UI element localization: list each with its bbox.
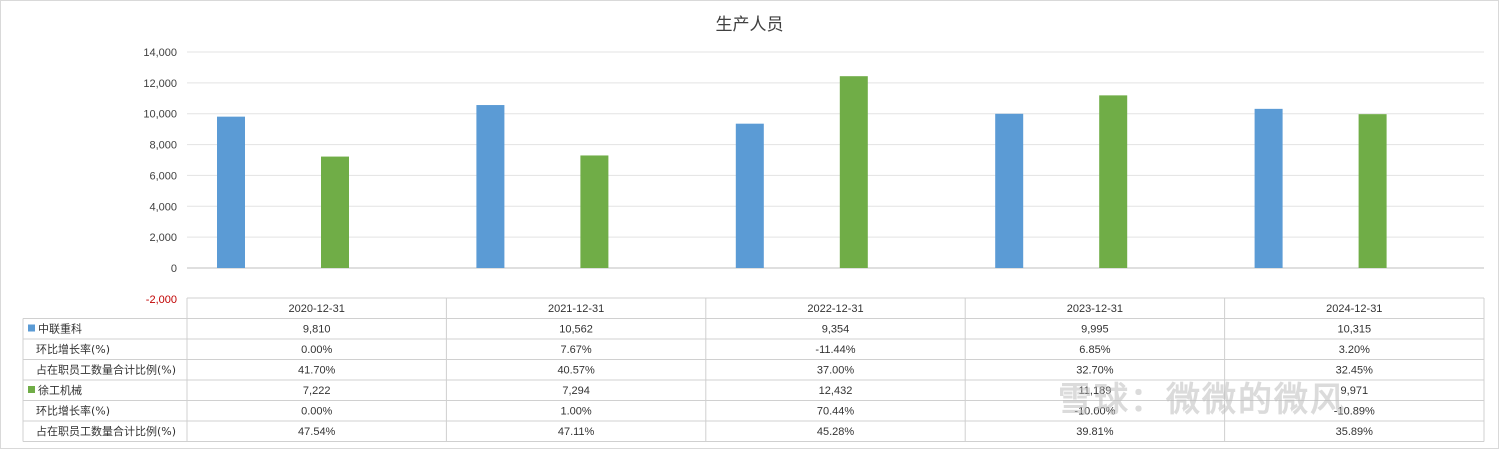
data-label: 10,315 (1337, 324, 1371, 336)
data-label: 9,971 (1341, 385, 1369, 397)
data-label: 7,222 (303, 385, 331, 397)
table-cell: 32.45% (1336, 365, 1374, 377)
y-tick-label: -2,000 (146, 294, 177, 306)
data-label: 12,432 (819, 385, 853, 397)
bar-series2-1 (580, 155, 609, 268)
bar-series1-3 (995, 113, 1024, 268)
row-label: 占在职员工数量合计比例(%) (36, 424, 176, 438)
series-name: 中联重科 (38, 322, 82, 336)
table-cell: 7.67% (560, 344, 591, 356)
row-label: 占在职员工数量合计比例(%) (36, 363, 176, 377)
table-cell: 35.89% (1336, 426, 1374, 438)
table-cell: 40.57% (557, 365, 595, 377)
bar-series1-1 (476, 105, 505, 268)
y-tick-label: 14,000 (143, 47, 177, 59)
table-cell: 0.00% (301, 344, 332, 356)
data-label: 9,810 (303, 324, 331, 336)
table-cell: -10.89% (1334, 406, 1375, 418)
y-tick-label: 4,000 (149, 201, 177, 213)
table-cell: 70.44% (817, 406, 855, 418)
y-tick-label: 12,000 (143, 78, 177, 90)
row-label: 环比增长率(%) (36, 342, 110, 356)
table-cell: 3.20% (1339, 344, 1370, 356)
row-label: 环比增长率(%) (36, 404, 110, 418)
table-cell: 37.00% (817, 365, 855, 377)
table-cell: 45.28% (817, 426, 855, 438)
x-category-label: 2020-12-31 (289, 303, 345, 315)
table-cell: 1.00% (560, 406, 591, 418)
data-label: 9,354 (822, 324, 850, 336)
table-cell: 6.85% (1079, 344, 1110, 356)
x-category-label: 2024-12-31 (1326, 303, 1382, 315)
y-tick-label: 8,000 (149, 140, 177, 152)
bar-series2-3 (1099, 95, 1128, 268)
data-label: 9,995 (1081, 324, 1109, 336)
data-label: 10,562 (559, 324, 593, 336)
table-cell: -10.00% (1074, 406, 1115, 418)
y-tick-label: 0 (171, 263, 177, 275)
legend-swatch (28, 386, 35, 393)
y-tick-label: 2,000 (149, 232, 177, 244)
table-cell: 32.70% (1076, 365, 1114, 377)
data-label: 11,189 (1078, 385, 1111, 397)
watermark: 雪球：微微的微风 (1058, 380, 1346, 420)
chart-title: 生产人员 (715, 15, 784, 35)
x-category-label: 2023-12-31 (1067, 303, 1123, 315)
bar-series2-0 (321, 156, 349, 268)
table-cell: 0.00% (301, 406, 332, 418)
x-category-label: 2021-12-31 (548, 303, 604, 315)
bar-series1-4 (1254, 108, 1283, 269)
series-name: 徐工机械 (38, 383, 82, 397)
table-cell: 47.54% (298, 426, 336, 438)
legend-swatch (28, 324, 35, 332)
bar-series1-0 (217, 116, 245, 268)
table-cell: -11.44% (815, 344, 855, 356)
y-tick-label: 6,000 (149, 170, 177, 182)
y-tick-label: 10,000 (143, 109, 177, 121)
table-cell: 39.81% (1076, 426, 1114, 438)
data-label: 7,294 (562, 385, 590, 397)
table-cell: 47.11% (558, 426, 595, 438)
bar-series2-2 (839, 76, 868, 268)
table-cell: 41.70% (298, 365, 336, 377)
x-category-label: 2022-12-31 (807, 303, 863, 315)
bar-series2-4 (1358, 114, 1387, 268)
bar-series1-2 (735, 123, 764, 268)
